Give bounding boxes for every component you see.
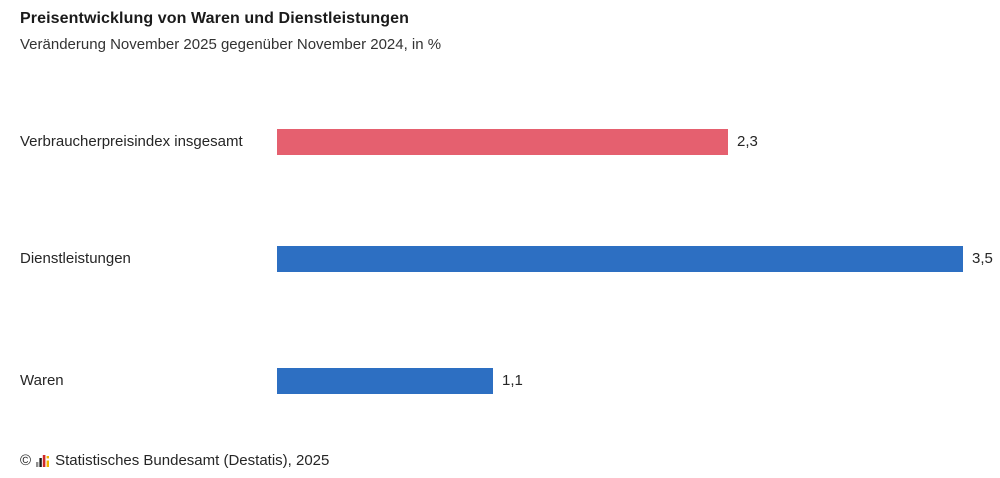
category-label: Verbraucherpreisindex insgesamt — [20, 133, 243, 150]
chart-subtitle: Veränderung November 2025 gegenüber Nove… — [20, 36, 442, 53]
source-footer: © Statistisches Bundesamt (Destatis), 20… — [20, 452, 329, 469]
category-label: Dienstleistungen — [20, 250, 131, 267]
value-label: 1,1 — [502, 372, 523, 389]
value-label: 3,5 — [972, 250, 993, 267]
bar — [277, 246, 963, 272]
destatis-mini-barchart-icon — [36, 454, 50, 467]
source-text: Statistisches Bundesamt (Destatis), 2025 — [55, 452, 330, 469]
bar — [277, 368, 493, 394]
chart-title: Preisentwicklung von Waren und Dienstlei… — [20, 10, 410, 27]
category-label: Waren — [20, 372, 64, 389]
bar — [277, 129, 728, 155]
value-label: 2,3 — [737, 133, 758, 150]
copyright-symbol: © — [20, 452, 32, 469]
